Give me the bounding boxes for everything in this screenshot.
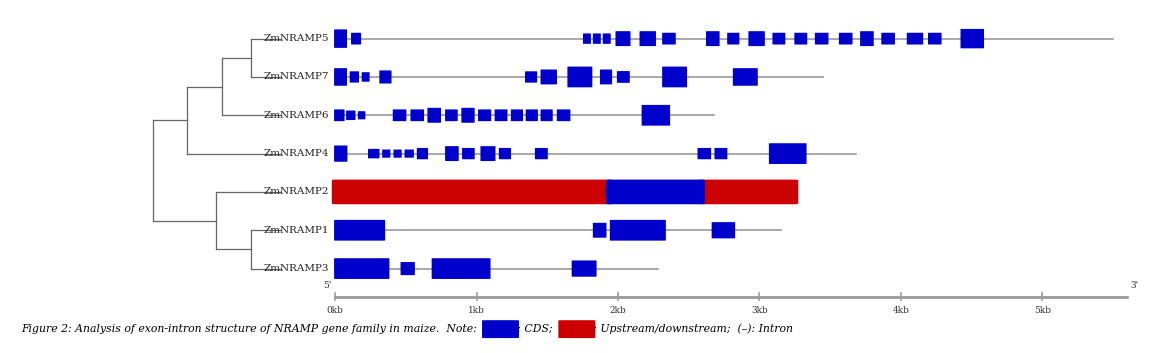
Text: ZmNRAMP1: ZmNRAMP1	[264, 226, 329, 235]
FancyBboxPatch shape	[639, 31, 655, 46]
FancyBboxPatch shape	[499, 148, 511, 159]
FancyBboxPatch shape	[881, 33, 895, 44]
FancyBboxPatch shape	[615, 31, 630, 46]
FancyBboxPatch shape	[662, 33, 676, 44]
FancyBboxPatch shape	[706, 31, 719, 46]
Text: 1kb: 1kb	[468, 306, 486, 315]
FancyBboxPatch shape	[606, 187, 615, 197]
FancyBboxPatch shape	[794, 33, 807, 44]
FancyBboxPatch shape	[727, 33, 740, 44]
FancyBboxPatch shape	[334, 145, 348, 162]
FancyBboxPatch shape	[583, 34, 591, 44]
FancyBboxPatch shape	[714, 148, 727, 159]
FancyBboxPatch shape	[334, 109, 344, 121]
FancyBboxPatch shape	[334, 68, 347, 86]
Text: 3': 3'	[1131, 281, 1139, 291]
FancyBboxPatch shape	[541, 109, 553, 121]
FancyBboxPatch shape	[600, 70, 613, 84]
Text: 5kb: 5kb	[1033, 306, 1051, 315]
FancyBboxPatch shape	[368, 149, 379, 158]
Text: ): Upstream/downstream;  (–): Intron: ): Upstream/downstream; (–): Intron	[590, 324, 793, 334]
FancyBboxPatch shape	[928, 33, 942, 44]
FancyBboxPatch shape	[697, 148, 711, 159]
FancyBboxPatch shape	[351, 33, 361, 44]
Text: 3kb: 3kb	[751, 306, 768, 315]
FancyBboxPatch shape	[445, 146, 459, 161]
FancyBboxPatch shape	[393, 109, 407, 121]
FancyBboxPatch shape	[511, 109, 523, 121]
FancyBboxPatch shape	[349, 71, 360, 83]
FancyBboxPatch shape	[431, 258, 490, 279]
FancyBboxPatch shape	[712, 222, 735, 238]
FancyBboxPatch shape	[393, 150, 402, 158]
Text: 5': 5'	[324, 281, 332, 291]
FancyBboxPatch shape	[346, 110, 356, 120]
FancyBboxPatch shape	[479, 109, 491, 121]
FancyBboxPatch shape	[698, 180, 799, 204]
Text: 4kb: 4kb	[892, 306, 910, 315]
FancyBboxPatch shape	[571, 261, 596, 277]
FancyBboxPatch shape	[379, 70, 392, 84]
FancyBboxPatch shape	[461, 108, 475, 123]
Text: ZmNRAMP6: ZmNRAMP6	[264, 111, 329, 120]
FancyBboxPatch shape	[383, 150, 391, 158]
FancyBboxPatch shape	[558, 320, 595, 338]
FancyBboxPatch shape	[495, 109, 507, 121]
FancyBboxPatch shape	[400, 262, 415, 275]
FancyBboxPatch shape	[815, 33, 829, 44]
FancyBboxPatch shape	[410, 109, 424, 121]
FancyBboxPatch shape	[961, 29, 984, 48]
FancyBboxPatch shape	[462, 148, 475, 159]
FancyBboxPatch shape	[541, 70, 557, 84]
FancyBboxPatch shape	[428, 108, 442, 123]
FancyBboxPatch shape	[417, 148, 428, 159]
FancyBboxPatch shape	[662, 67, 687, 87]
Text: 0kb: 0kb	[327, 306, 343, 315]
FancyBboxPatch shape	[602, 34, 610, 44]
FancyBboxPatch shape	[358, 111, 365, 119]
FancyBboxPatch shape	[405, 150, 414, 158]
FancyBboxPatch shape	[568, 67, 592, 87]
FancyBboxPatch shape	[642, 105, 670, 126]
Text: ZmNRAMP2: ZmNRAMP2	[264, 187, 329, 196]
Text: ZmNRAMP4: ZmNRAMP4	[264, 149, 329, 158]
FancyBboxPatch shape	[362, 72, 370, 82]
FancyBboxPatch shape	[525, 71, 538, 83]
FancyBboxPatch shape	[481, 146, 496, 161]
Text: ZmNRAMP7: ZmNRAMP7	[264, 72, 329, 82]
FancyBboxPatch shape	[606, 180, 705, 204]
FancyBboxPatch shape	[610, 220, 666, 241]
FancyBboxPatch shape	[334, 220, 385, 241]
FancyBboxPatch shape	[772, 33, 785, 44]
FancyBboxPatch shape	[445, 109, 458, 121]
Text: ): CDS;  (: ): CDS; (	[513, 324, 564, 334]
FancyBboxPatch shape	[334, 29, 347, 48]
FancyBboxPatch shape	[617, 71, 630, 83]
Text: ZmNRAMP5: ZmNRAMP5	[264, 34, 329, 43]
FancyBboxPatch shape	[482, 320, 519, 338]
FancyBboxPatch shape	[769, 143, 807, 164]
FancyBboxPatch shape	[733, 68, 758, 86]
FancyBboxPatch shape	[334, 258, 390, 279]
FancyBboxPatch shape	[748, 31, 765, 46]
FancyBboxPatch shape	[332, 180, 613, 204]
FancyBboxPatch shape	[535, 148, 548, 159]
Text: 2kb: 2kb	[609, 306, 627, 315]
FancyBboxPatch shape	[906, 33, 924, 44]
Text: ZmNRAMP3: ZmNRAMP3	[264, 264, 329, 273]
FancyBboxPatch shape	[839, 33, 852, 44]
FancyBboxPatch shape	[526, 109, 538, 121]
FancyBboxPatch shape	[860, 31, 874, 46]
FancyBboxPatch shape	[593, 223, 607, 238]
Text: Figure 2: Analysis of exon-intron structure of NRAMP gene family in maize.  Note: Figure 2: Analysis of exon-intron struct…	[21, 324, 488, 334]
FancyBboxPatch shape	[557, 109, 570, 121]
FancyBboxPatch shape	[593, 34, 601, 44]
